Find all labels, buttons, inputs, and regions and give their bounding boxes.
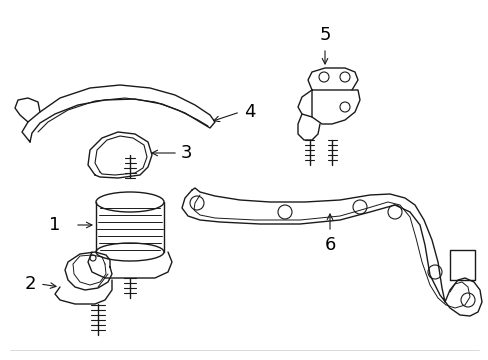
Text: 1: 1 xyxy=(48,216,60,234)
Text: 6: 6 xyxy=(324,236,335,254)
Text: 5: 5 xyxy=(319,26,330,44)
Ellipse shape xyxy=(96,243,163,261)
Text: 3: 3 xyxy=(181,144,192,162)
Text: 2: 2 xyxy=(24,275,36,293)
Text: 4: 4 xyxy=(244,103,255,121)
